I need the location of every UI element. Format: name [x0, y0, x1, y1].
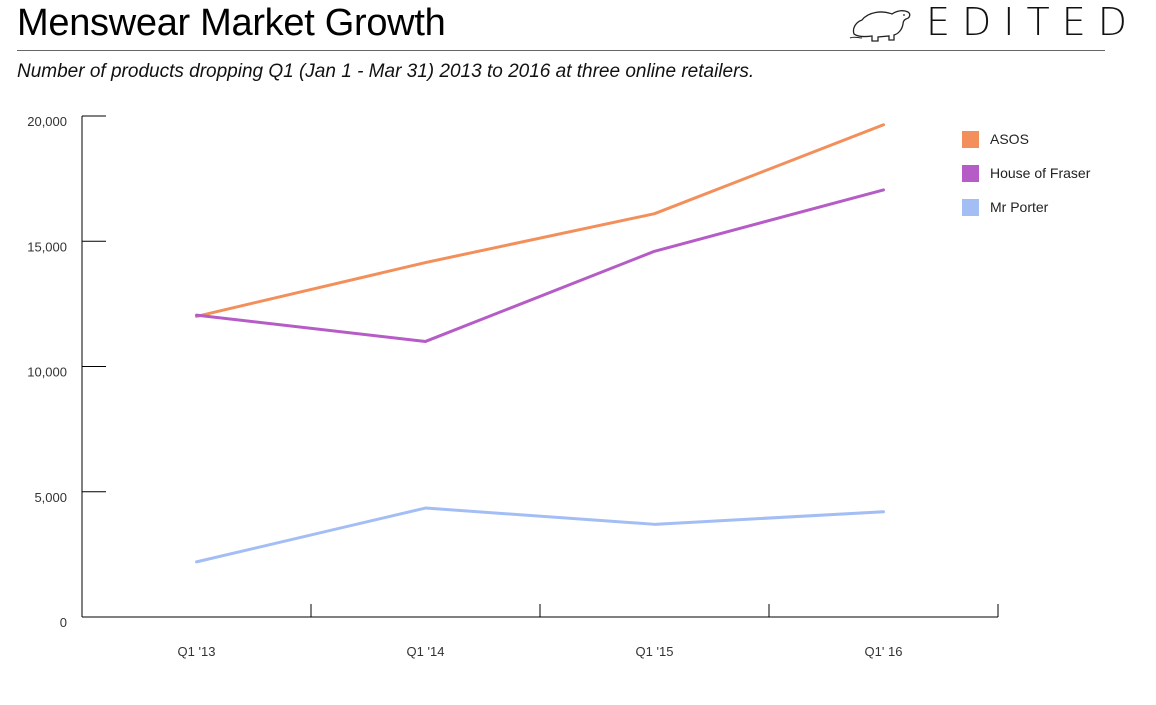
x-tick-label: Q1 '13 — [178, 644, 216, 659]
y-tick-label: 5,000 — [34, 490, 67, 505]
chart-title: Menswear Market Growth — [17, 2, 446, 44]
series-line-house-of-fraser — [195, 188, 885, 343]
legend-label: ASOS — [990, 131, 1029, 147]
series-line-asos — [195, 123, 885, 318]
y-tick-label: 0 — [60, 615, 67, 630]
chart-subtitle: Number of products dropping Q1 (Jan 1 - … — [17, 61, 755, 82]
legend-label: House of Fraser — [990, 165, 1091, 181]
header-divider — [17, 50, 1105, 51]
legend-swatch — [962, 199, 979, 216]
polar-bear-icon — [849, 10, 911, 42]
series-line-mr-porter — [195, 506, 885, 564]
x-tick-label: Q1 '15 — [636, 644, 674, 659]
edited-logo: EDITED — [848, 0, 1127, 46]
legend-swatch — [962, 165, 979, 182]
legend-label: Mr Porter — [990, 199, 1049, 215]
x-tick-label: Q1 '14 — [407, 644, 445, 659]
legend-swatch — [962, 131, 979, 148]
y-tick-label: 20,000 — [27, 114, 67, 129]
logo-text: EDITED — [926, 0, 1139, 44]
y-tick-label: 10,000 — [27, 365, 67, 380]
y-tick-label: 15,000 — [27, 239, 67, 254]
x-tick-label: Q1' 16 — [865, 644, 903, 659]
